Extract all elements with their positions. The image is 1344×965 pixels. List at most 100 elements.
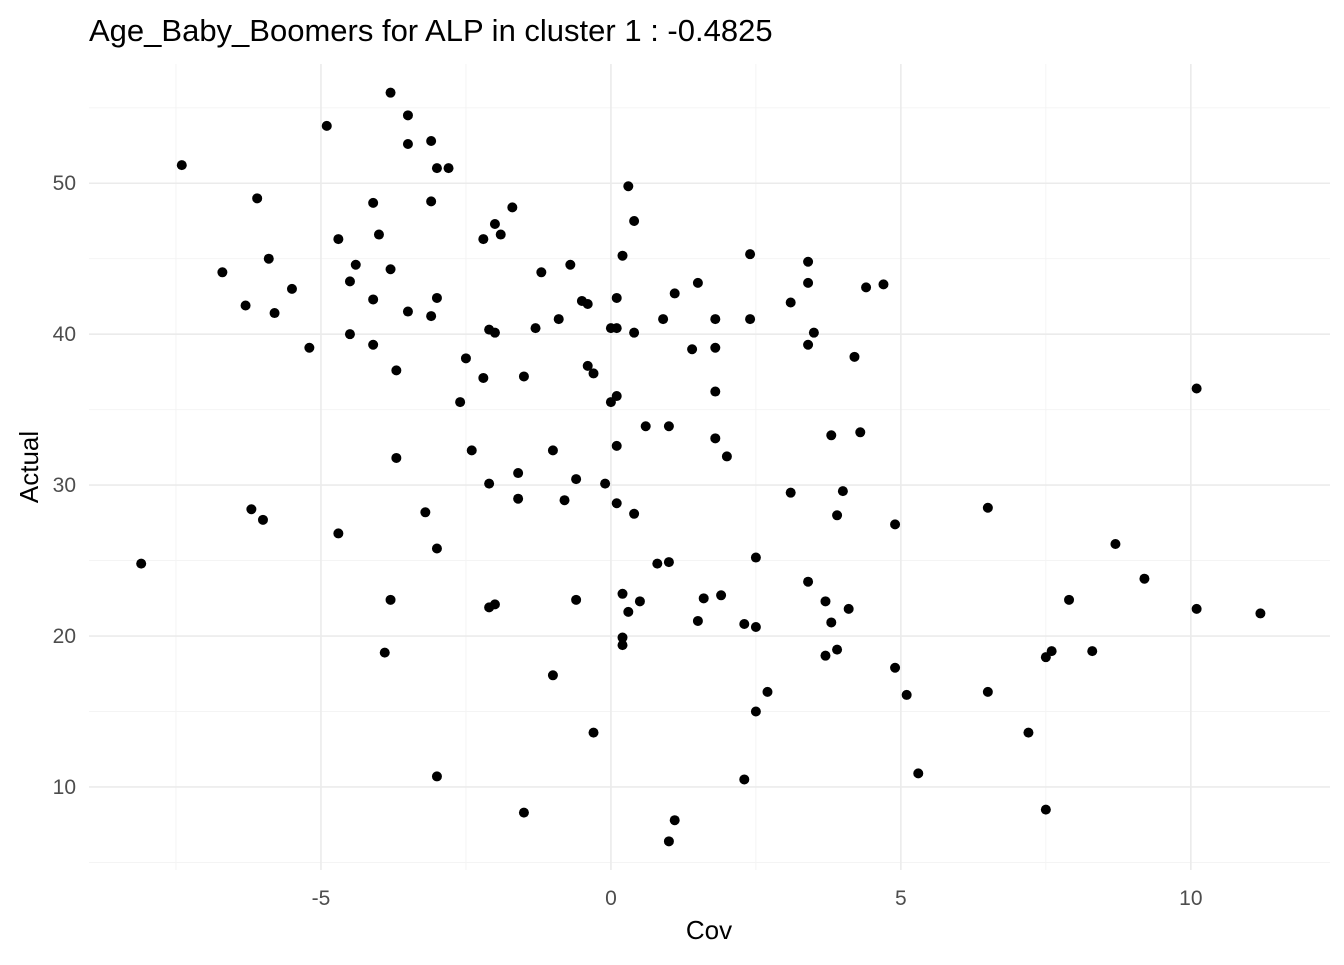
data-point bbox=[623, 181, 634, 192]
data-point bbox=[692, 277, 703, 288]
data-point bbox=[890, 662, 901, 673]
data-point bbox=[571, 474, 582, 485]
data-point bbox=[547, 670, 558, 681]
data-point bbox=[663, 557, 674, 568]
data-point bbox=[368, 197, 379, 208]
data-point bbox=[750, 621, 761, 632]
data-points bbox=[136, 87, 1266, 847]
data-point bbox=[344, 276, 355, 287]
data-point bbox=[333, 528, 344, 539]
data-point bbox=[1255, 608, 1266, 619]
data-point bbox=[571, 594, 582, 605]
data-point bbox=[466, 445, 477, 456]
data-point bbox=[820, 596, 831, 607]
data-point bbox=[1064, 594, 1075, 605]
data-point bbox=[588, 727, 599, 738]
data-point bbox=[559, 495, 570, 506]
data-point bbox=[617, 640, 628, 651]
data-point bbox=[513, 493, 524, 504]
data-point bbox=[478, 372, 489, 383]
data-point bbox=[507, 202, 518, 213]
data-point bbox=[402, 138, 413, 149]
x-tick-label: -5 bbox=[312, 887, 331, 910]
data-point bbox=[333, 234, 344, 245]
data-point bbox=[663, 421, 674, 432]
data-point bbox=[832, 510, 843, 521]
data-point bbox=[843, 603, 854, 614]
data-point bbox=[368, 339, 379, 350]
data-point bbox=[304, 342, 315, 353]
data-point bbox=[803, 277, 814, 288]
data-point bbox=[617, 588, 628, 599]
y-axis-tick-labels: 10 20 30 40 50 bbox=[53, 172, 76, 799]
data-point bbox=[640, 421, 651, 432]
data-point bbox=[402, 110, 413, 121]
data-point bbox=[321, 120, 332, 131]
data-point bbox=[565, 259, 576, 270]
x-tick-label: 10 bbox=[1179, 887, 1202, 910]
data-point bbox=[257, 514, 268, 525]
data-point bbox=[1087, 646, 1098, 657]
data-point bbox=[431, 543, 442, 554]
data-point bbox=[652, 558, 663, 569]
data-point bbox=[611, 391, 622, 402]
data-point bbox=[739, 774, 750, 785]
data-point bbox=[710, 433, 721, 444]
data-point bbox=[385, 87, 396, 98]
data-point bbox=[803, 576, 814, 587]
data-point bbox=[629, 215, 640, 226]
data-point bbox=[246, 504, 257, 515]
data-point bbox=[385, 594, 396, 605]
data-point bbox=[402, 306, 413, 317]
data-point bbox=[582, 298, 593, 309]
data-point bbox=[460, 353, 471, 364]
data-point bbox=[443, 163, 454, 174]
data-point bbox=[553, 314, 564, 325]
data-point bbox=[1191, 383, 1202, 394]
x-tick-label: 5 bbox=[895, 887, 907, 910]
data-point bbox=[176, 160, 187, 171]
data-point bbox=[495, 229, 506, 240]
data-point bbox=[391, 365, 402, 376]
data-point bbox=[849, 351, 860, 362]
data-point bbox=[344, 329, 355, 340]
data-point bbox=[1023, 727, 1034, 738]
data-point bbox=[240, 300, 251, 311]
data-point bbox=[826, 617, 837, 628]
y-tick-label: 50 bbox=[53, 172, 76, 195]
data-point bbox=[745, 249, 756, 260]
data-point bbox=[634, 596, 645, 607]
data-point bbox=[455, 397, 466, 408]
data-point bbox=[426, 135, 437, 146]
data-point bbox=[658, 314, 669, 325]
data-point bbox=[518, 807, 529, 818]
data-point bbox=[913, 768, 924, 779]
data-point bbox=[710, 342, 721, 353]
y-tick-label: 10 bbox=[53, 776, 76, 799]
data-point bbox=[269, 308, 280, 319]
data-point bbox=[745, 314, 756, 325]
data-point bbox=[431, 163, 442, 174]
data-point bbox=[716, 590, 727, 601]
data-point bbox=[431, 771, 442, 782]
data-point bbox=[750, 552, 761, 563]
data-point bbox=[611, 498, 622, 509]
data-point bbox=[901, 689, 912, 700]
data-point bbox=[1040, 804, 1051, 815]
data-point bbox=[588, 368, 599, 379]
data-point bbox=[785, 487, 796, 498]
data-point bbox=[263, 253, 274, 264]
data-point bbox=[611, 440, 622, 451]
data-point bbox=[547, 445, 558, 456]
data-point bbox=[803, 339, 814, 350]
data-point bbox=[530, 323, 541, 334]
data-point bbox=[750, 706, 761, 717]
data-point bbox=[489, 327, 500, 338]
data-point bbox=[431, 292, 442, 303]
data-point bbox=[878, 279, 889, 290]
y-axis-title: Actual bbox=[14, 431, 44, 503]
y-tick-label: 20 bbox=[53, 625, 76, 648]
data-point bbox=[426, 196, 437, 207]
